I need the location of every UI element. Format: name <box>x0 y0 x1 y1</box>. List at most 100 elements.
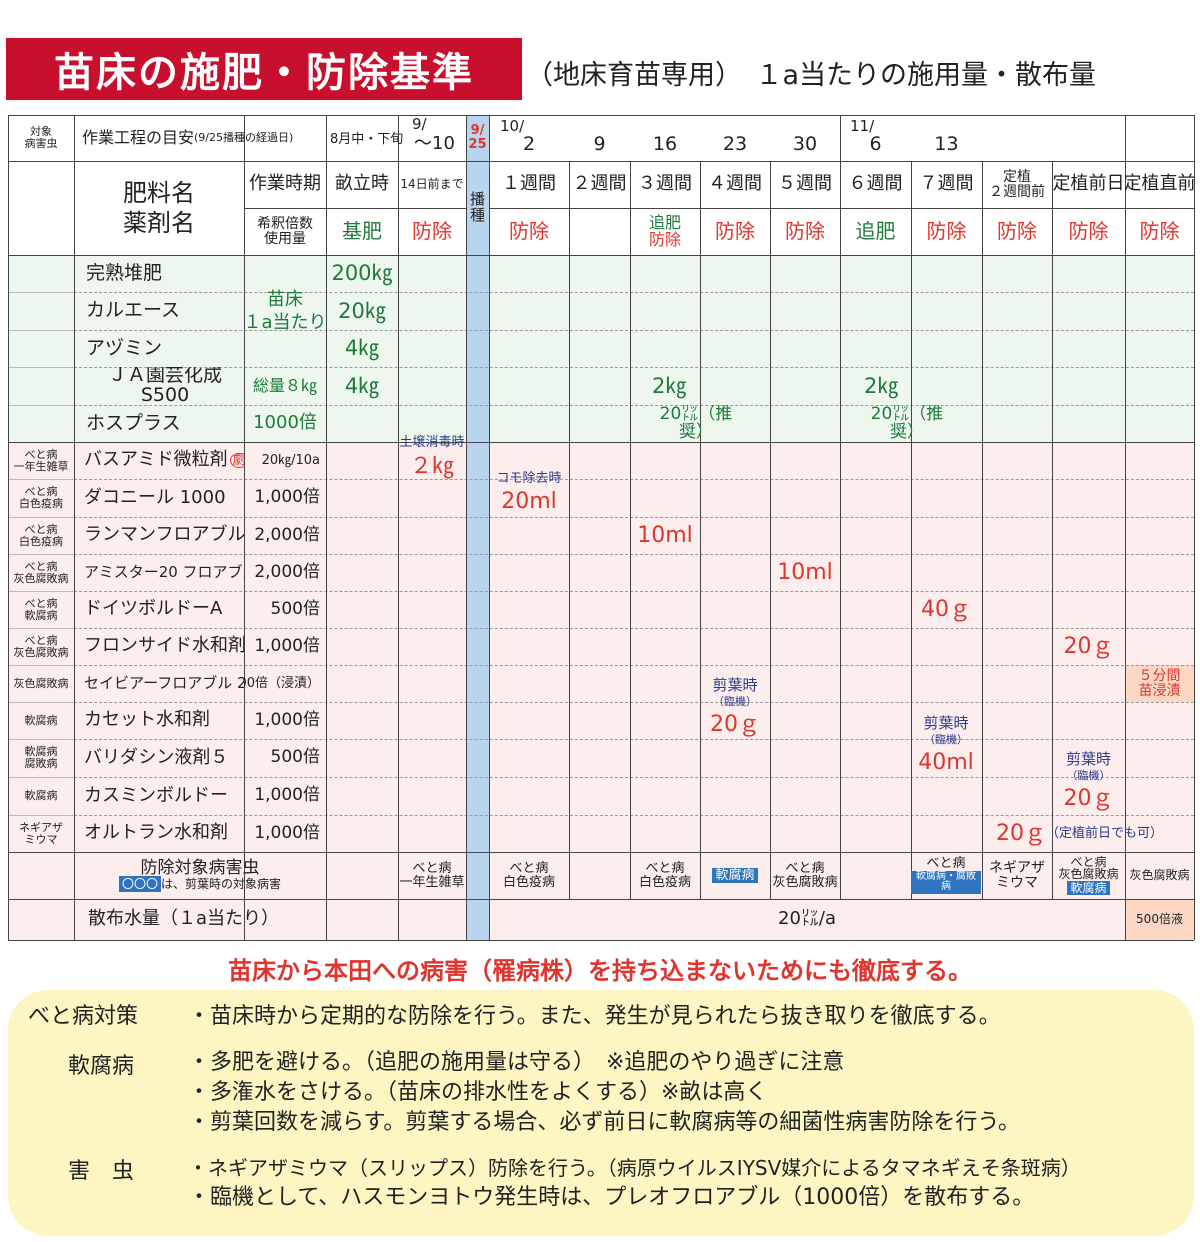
pesticide-target: 灰色腐敗病 <box>13 676 69 690</box>
grid-hline <box>8 442 1194 443</box>
grid-vline <box>1052 161 1053 899</box>
ortran-amount: 20ｇ <box>996 820 1046 846</box>
pesticide-name: カスミンボルドー <box>84 784 228 806</box>
grid-hline <box>8 161 1194 162</box>
date-cell: 9 <box>593 133 606 156</box>
ortran-note: （定植前日でも可） <box>1046 825 1164 841</box>
fertilizer-name: 完熟堆肥 <box>86 261 163 284</box>
fertilizer-w3: 2㎏ <box>652 373 687 398</box>
stage-cell: ６週間 <box>848 173 903 195</box>
pesticide-dilution: 2,000倍 <box>254 524 320 545</box>
grid-vline <box>466 115 467 940</box>
pesticide-name: バリダシン液剤５ <box>84 746 229 768</box>
fertilizer-band <box>8 255 1194 442</box>
ortran-entry: 20ｇ （定植前日でも可） <box>982 815 1194 852</box>
grid-hline-left <box>8 330 74 331</box>
purpose-cell: 防除 <box>412 219 452 243</box>
page-title: 苗床の施肥・防除基準 <box>6 38 522 100</box>
purpose-fert: 追肥 <box>648 212 681 232</box>
purpose-cell: 追肥 防除 <box>630 208 700 255</box>
target-w7-top: べと病 <box>926 856 966 872</box>
grid-hline-dashed <box>74 292 1194 293</box>
fertilizer-amount: 200㎏ <box>331 261 393 286</box>
targets-legend: 〇〇〇 は、剪葉時の対象病害 <box>118 876 281 893</box>
doitsu-amount: 40ｇ <box>921 596 971 622</box>
pesticide-dilution: 1,000倍 <box>254 635 320 656</box>
fertilizer-w3: 20㍑（推奨） <box>659 405 733 442</box>
target-header: 対象 病害虫 <box>24 125 58 150</box>
month-oct: 10/ <box>500 117 525 135</box>
stage-cell: ４週間 <box>708 173 762 195</box>
target-w4: 軟腐病 <box>700 852 770 899</box>
target-c14: べと病 一年生雑草 <box>399 860 465 890</box>
target-w1: べと病 白色疫病 <box>502 860 555 890</box>
purpose-cell: 基肥 <box>342 219 382 243</box>
pesticide-target: べと病 軟腐病 <box>24 596 58 622</box>
pesticide-band <box>8 442 1194 940</box>
grid-hline-left <box>8 702 74 703</box>
pesticide-dilution: 500倍 <box>270 747 320 768</box>
fertilizer-amount: 20㎏ <box>338 298 386 323</box>
grid-hline-left <box>8 777 74 778</box>
grid-hline-dashed <box>74 405 1194 406</box>
pesticide-name: バスアミド微粒剤劇 <box>74 442 244 479</box>
grid-hline <box>8 115 1194 116</box>
grid-hline-dashed <box>74 517 1194 518</box>
grid-hline <box>244 208 466 209</box>
grid-hline-dashed <box>74 665 1194 666</box>
pesticide-name: オルトラン水和剤 <box>84 822 228 844</box>
grid-vline <box>770 161 771 899</box>
grid-hline-dashed <box>74 479 1194 480</box>
pesticide-dilution: 20㎏/10a <box>261 452 320 468</box>
grid-hline-dashed <box>74 367 1194 368</box>
purpose-cell: 防除 <box>1068 219 1109 243</box>
date-cell: 13 <box>934 133 959 156</box>
hosplus-dilution: 1000倍 <box>253 412 317 434</box>
grid-hline-left <box>8 292 74 293</box>
name-header: 肥料名 薬剤名 <box>123 179 195 237</box>
stage-cell: 定植 ２週間前 <box>989 168 1045 200</box>
grid-vline <box>398 115 399 940</box>
purpose-cell: 防除 <box>997 219 1037 243</box>
notes-headline: 苗床から本田への病害（罹病株）を持ち込まないためにも徹底する。 <box>228 957 972 985</box>
note-label: 軟腐病 <box>68 1054 135 1079</box>
date-pre-label: 8月中・下旬 <box>330 132 404 147</box>
fertilizer-name: ＪＡ園芸化成 S500 <box>107 367 222 405</box>
pesticide-target: べと病 灰色腐敗病 <box>13 559 69 585</box>
note-label: べと病対策 <box>28 1004 139 1029</box>
stage-cell: ２週間 <box>572 173 627 195</box>
grid-vline <box>911 161 912 899</box>
stage-cell: 定植前日 <box>1052 173 1125 195</box>
stage-cell: 14日前まで <box>400 177 464 192</box>
grid-vline <box>840 161 841 899</box>
fertilizer-amount: 4㎏ <box>344 373 380 398</box>
note-line: ・臨機として、ハスモンヨトウ発生時は、プレオフロアブル（1000倍）を散布する。 <box>188 1185 1035 1210</box>
cut-note-w4: 剪葉時 <box>712 677 758 695</box>
grid-hline-dashed <box>74 815 1194 816</box>
grid-vline <box>569 161 570 899</box>
pesticide-target: 軟腐病 腐敗病 <box>24 745 58 770</box>
dilution-header: 希釈倍数 使用量 <box>257 215 313 247</box>
purpose-cell: 防除 <box>509 219 549 243</box>
grid-vline <box>1194 115 1195 940</box>
grid-hline-left <box>8 554 74 555</box>
komo-note: コモ除去時 <box>496 471 562 487</box>
grid-vline <box>630 161 631 899</box>
grid-hline <box>8 940 1194 941</box>
page-subtitle: （地床育苗専用） １a当たりの施用量・散布量 <box>526 59 1097 91</box>
soil-note: 土壌消毒時 <box>399 435 465 451</box>
validacin-amount: 40ml <box>918 750 974 776</box>
note-line: ・多肥を避ける。（追肥の施用量は守る） ※追肥のやり過ぎに注意 <box>188 1050 845 1075</box>
stage-cell: ３週間 <box>638 173 692 195</box>
rinki-w4: （臨機） <box>713 695 757 709</box>
pesticide-name: カセット水和剤 <box>84 709 210 731</box>
spray-label: 散布水量（１a当たり） <box>88 908 280 930</box>
date-cell: 23 <box>722 133 748 156</box>
target-pre2: ネギアザ ミウマ <box>989 859 1045 891</box>
date-cell: 30 <box>792 133 818 156</box>
target-pre1-top: べと病 灰色腐敗病 <box>1058 854 1119 882</box>
fert-total: 総量８㎏ <box>252 375 317 395</box>
date-sow: 9/ 25 <box>468 123 487 152</box>
purpose-pest: 防除 <box>648 229 681 249</box>
pesticide-dilution: 1,000倍 <box>254 487 320 508</box>
